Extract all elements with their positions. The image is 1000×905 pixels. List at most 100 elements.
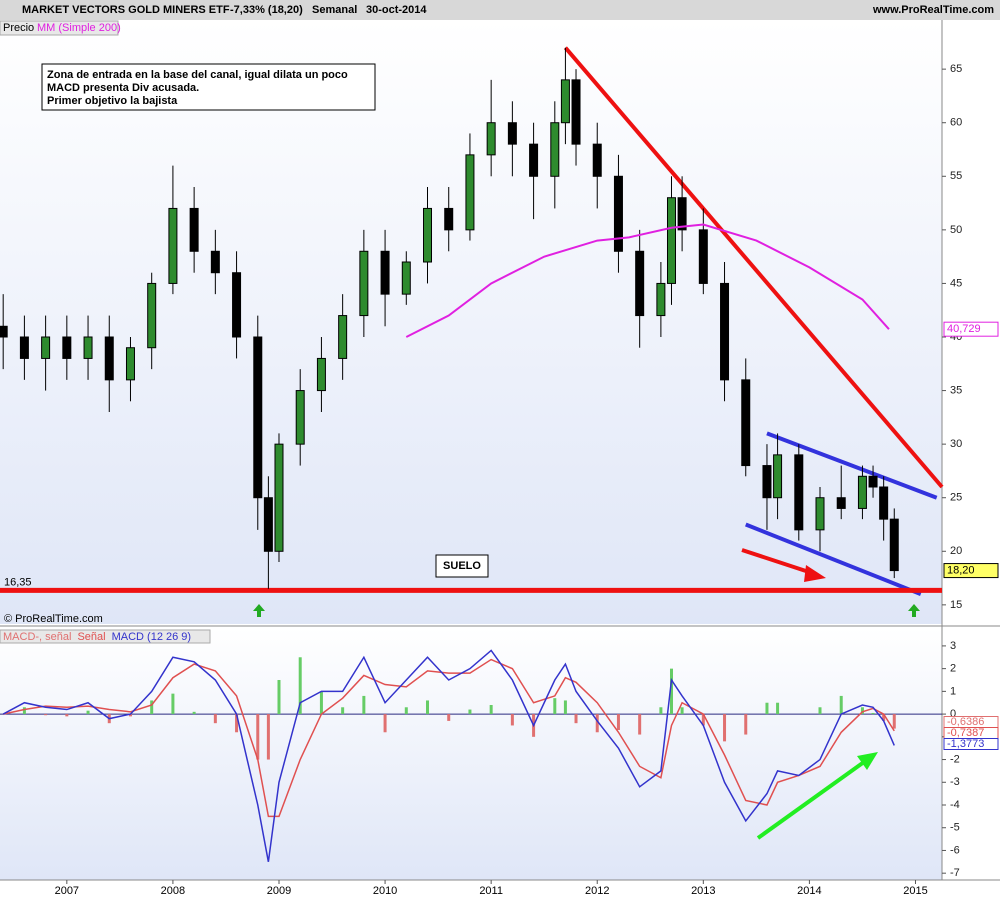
candle-body: [338, 315, 348, 359]
y-tick-label: 65: [950, 63, 962, 75]
histogram-bar: [892, 714, 896, 729]
candle-body: [232, 272, 242, 338]
candle-body: [879, 486, 889, 520]
y-tick-label: -3: [950, 776, 960, 788]
note-line: Primer objetivo la bajista: [47, 95, 178, 107]
price-label: -0,6386: [947, 716, 984, 728]
candle-body: [635, 250, 645, 317]
trend-line: [745, 522, 922, 597]
candle-body: [560, 79, 570, 124]
histogram-bar: [776, 702, 780, 715]
y-tick-label: 45: [950, 277, 962, 289]
y-tick-label: -6: [950, 844, 960, 856]
legend-label: Señal: [77, 631, 105, 643]
period: Semanal: [312, 4, 357, 16]
histogram-bar: [256, 714, 260, 760]
y-tick-label: -7: [950, 867, 960, 879]
candle-body: [773, 454, 783, 499]
histogram-bar: [744, 714, 748, 735]
candle-body: [444, 207, 454, 231]
candle-body: [210, 250, 220, 274]
price-label-box: [943, 563, 999, 579]
y-tick-label: -4: [950, 799, 960, 811]
x-tick-label: 2011: [479, 885, 503, 897]
histogram-bar: [362, 695, 366, 715]
y-tick-label: 1: [950, 685, 956, 697]
y-tick-label: 20: [950, 545, 962, 557]
candle-body: [465, 154, 475, 231]
histogram-bar: [213, 714, 217, 724]
candle-body: [0, 325, 8, 338]
histogram-bar: [150, 700, 154, 715]
histogram-bar: [277, 680, 281, 715]
histogram-bar: [553, 698, 557, 715]
x-tick-label: 2014: [797, 885, 821, 897]
title: MARKET VECTORS GOLD MINERS ETF: [22, 4, 230, 16]
site: www.ProRealTime.com: [872, 4, 994, 16]
x-tick-label: 2015: [903, 885, 927, 897]
y-tick-label: 2: [950, 663, 956, 675]
histogram-bar: [235, 714, 239, 733]
candle-body: [720, 282, 730, 381]
candle-body: [423, 207, 433, 263]
histogram-bar: [86, 710, 90, 715]
histogram-bar: [616, 714, 620, 730]
y-tick-label: 15: [950, 599, 962, 611]
histogram-bar: [22, 707, 26, 715]
legend-box: [0, 20, 119, 36]
histogram-bar: [510, 714, 514, 726]
histogram-bar: [723, 714, 727, 742]
x-tick-label: 2008: [161, 885, 185, 897]
header-bar: [0, 0, 1000, 20]
histogram-bar: [701, 714, 705, 726]
y-tick-label: 50: [950, 224, 962, 236]
trend-line: [563, 46, 944, 489]
histogram-bar: [860, 707, 864, 715]
candle-body: [168, 207, 178, 284]
x-tick-label: 2010: [373, 885, 397, 897]
candle-body: [741, 379, 751, 467]
price-label: 40,729: [947, 323, 981, 335]
candle-body: [815, 497, 825, 531]
legend-label: MACD-, señal: [3, 631, 71, 643]
candle-body: [253, 336, 263, 499]
candle-body: [507, 122, 517, 145]
histogram-bar: [44, 714, 48, 716]
candle-body: [762, 465, 772, 499]
candle-body: [857, 475, 867, 509]
histogram-bar: [659, 707, 663, 715]
candle-body: [274, 443, 284, 552]
histogram-bar: [298, 657, 302, 715]
price-panel: [0, 20, 942, 624]
y-tick-label: 3: [950, 640, 956, 652]
trend-line: [766, 431, 938, 500]
histogram-bar: [426, 700, 430, 715]
candle-body: [889, 518, 899, 572]
y-tick-label: -5: [950, 822, 960, 834]
candle-body: [147, 282, 157, 349]
histogram-bar: [341, 707, 345, 715]
histogram-bar: [468, 709, 472, 715]
candle-body: [486, 122, 496, 156]
support-label: 16,35: [4, 576, 32, 588]
candle-body: [401, 261, 411, 295]
candle-body: [263, 497, 273, 552]
histogram-bar: [882, 714, 886, 721]
histogram-bar: [404, 707, 408, 715]
change: -7,33% (18,20): [230, 4, 303, 16]
histogram-bar: [638, 714, 642, 735]
legend-price: Precio: [3, 22, 34, 34]
candle-body: [550, 122, 560, 177]
histogram-bar: [871, 712, 875, 715]
y-tick-label: 0: [950, 708, 956, 720]
note-line: MACD presenta Div acusada.: [47, 82, 199, 94]
histogram-bar: [595, 714, 599, 733]
histogram-bar: [266, 714, 270, 760]
histogram-bar: [765, 702, 769, 715]
y-tick-label: 35: [950, 384, 962, 396]
histogram-bar: [669, 668, 673, 715]
x-tick-label: 2012: [585, 885, 609, 897]
candle-body: [836, 497, 846, 509]
candle-body: [83, 336, 93, 359]
